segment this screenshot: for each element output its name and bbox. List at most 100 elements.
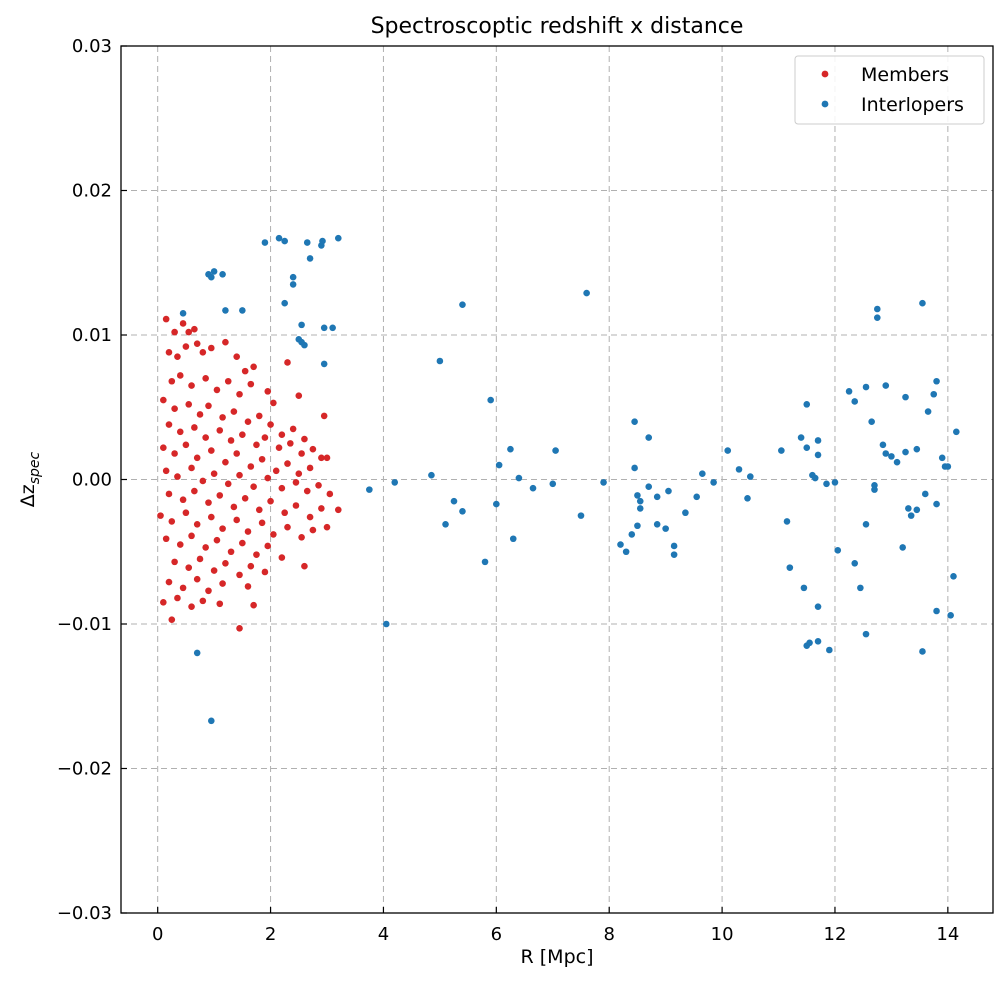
data-point (902, 448, 909, 456)
x-tick-label: 10 (711, 924, 734, 945)
data-point (933, 500, 940, 508)
data-point (636, 497, 644, 505)
data-point (747, 473, 754, 480)
data-point (882, 382, 890, 389)
data-point (814, 603, 822, 610)
data-point (210, 567, 218, 574)
data-point (913, 445, 921, 453)
data-point (329, 324, 336, 332)
data-point (507, 445, 514, 453)
data-point (185, 401, 193, 408)
data-point (636, 505, 644, 512)
data-point (239, 539, 246, 547)
data-point (320, 324, 328, 332)
data-point (303, 487, 311, 495)
data-point (289, 425, 297, 433)
data-point (653, 493, 661, 501)
data-point (487, 396, 494, 404)
data-point (199, 597, 207, 605)
data-point (645, 434, 653, 441)
data-point (222, 338, 229, 346)
data-point (786, 564, 794, 571)
data-point (289, 273, 297, 281)
data-point (208, 513, 215, 521)
data-point (930, 390, 938, 398)
data-point (289, 281, 297, 288)
data-point (284, 523, 291, 531)
data-point (529, 484, 537, 492)
y-tick-label: −0.01 (57, 614, 112, 635)
data-point (233, 353, 241, 360)
data-point (239, 431, 246, 439)
data-point (208, 344, 215, 352)
data-point (670, 551, 678, 558)
data-point (670, 542, 678, 550)
data-point (944, 463, 952, 470)
data-point (171, 558, 178, 566)
data-point (222, 560, 229, 567)
x-axis-title: R [Mpc] (521, 946, 594, 968)
series-interlopers (179, 234, 960, 725)
data-point (224, 480, 232, 488)
data-point (509, 535, 517, 543)
x-tick-label: 8 (603, 924, 614, 945)
data-point (797, 434, 805, 441)
data-point (298, 321, 305, 329)
data-point (287, 440, 294, 447)
data-point (857, 584, 864, 592)
data-point (515, 474, 523, 482)
data-point (803, 401, 811, 408)
data-point (800, 584, 808, 592)
x-tick-label: 4 (378, 924, 389, 945)
data-point (933, 607, 940, 615)
data-point (933, 377, 940, 385)
data-point (179, 584, 187, 592)
data-point (281, 237, 288, 245)
data-point (292, 479, 300, 486)
data-point (814, 451, 822, 459)
data-point (264, 542, 272, 550)
data-point (284, 359, 291, 366)
data-point (162, 467, 170, 475)
y-tick-label: 0.01 (72, 325, 112, 346)
data-point (208, 447, 215, 454)
data-point (261, 568, 269, 576)
data-point (907, 512, 915, 519)
data-point (871, 486, 878, 493)
data-point (261, 434, 269, 441)
data-point (193, 520, 201, 528)
data-point (298, 450, 305, 457)
y-tick-label: 0.02 (72, 181, 112, 202)
y-tick-label: −0.02 (57, 759, 112, 780)
data-point (219, 414, 226, 421)
data-point (617, 541, 624, 548)
data-point (208, 273, 215, 281)
data-point (233, 516, 241, 524)
data-point (185, 328, 193, 336)
data-point (247, 463, 255, 470)
data-point (577, 512, 585, 519)
data-point (334, 234, 342, 242)
data-point (811, 474, 819, 482)
data-point (179, 320, 187, 327)
y-tick-label: 0.00 (72, 470, 112, 491)
legend-label-members: Members (861, 64, 949, 86)
x-tick-label: 12 (824, 924, 847, 945)
data-point (851, 560, 859, 567)
data-point (202, 434, 209, 441)
series-members (157, 315, 342, 632)
data-point (631, 418, 638, 426)
data-point (162, 535, 170, 543)
data-point (193, 575, 201, 583)
x-tick-label: 6 (491, 924, 502, 945)
data-point (921, 490, 929, 498)
data-point (168, 616, 176, 623)
data-point (320, 412, 328, 420)
data-point (270, 531, 277, 538)
data-point (783, 518, 791, 525)
data-point (552, 447, 559, 454)
data-point (258, 455, 266, 463)
data-point (662, 525, 669, 532)
data-point (219, 271, 226, 278)
